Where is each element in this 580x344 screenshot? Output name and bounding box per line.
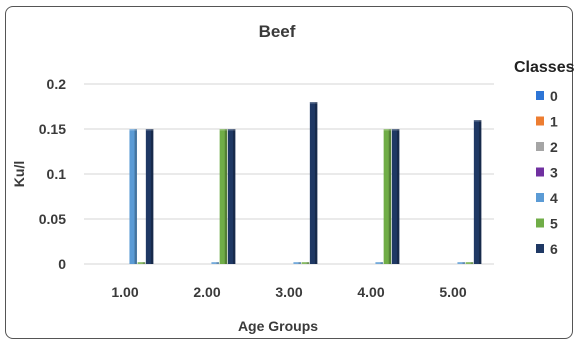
y-tick-label: 0.2 (47, 76, 67, 92)
bar (473, 120, 482, 264)
legend-item: 5 (536, 216, 558, 232)
y-tick-label: 0 (58, 256, 66, 272)
legend-item: 3 (536, 165, 558, 181)
y-axis-label: Ku/l (11, 161, 27, 187)
bar (465, 262, 474, 264)
legend-item: 0 (536, 88, 558, 104)
bar-layer (129, 102, 482, 264)
chart-title: Beef (259, 22, 296, 41)
x-tick-label: 5.00 (439, 284, 466, 300)
svg-text:2: 2 (550, 139, 558, 155)
bar (137, 262, 146, 264)
svg-text:5: 5 (550, 216, 558, 232)
tick-layer: 0 0.05 0.1 0.15 0.2 1.00 2.00 3.00 4.00 5.00 (39, 76, 467, 300)
bar (129, 129, 137, 264)
grid-layer (84, 83, 494, 265)
x-tick-label: 2.00 (193, 284, 220, 300)
bar (301, 262, 310, 264)
svg-text:6: 6 (550, 241, 558, 257)
y-tick-label: 0.15 (39, 121, 66, 137)
bar (227, 129, 236, 264)
legend: 0 1 2 3 4 5 6 (536, 88, 558, 257)
svg-text:3: 3 (550, 165, 558, 181)
bar (145, 129, 154, 264)
legend-item: 4 (536, 190, 558, 206)
bar (383, 129, 392, 264)
x-axis-label: Age Groups (238, 318, 318, 334)
x-tick-label: 1.00 (111, 284, 138, 300)
bar (211, 262, 219, 264)
bar (375, 262, 383, 264)
legend-item: 1 (536, 114, 558, 130)
legend-item: 6 (536, 241, 558, 257)
y-tick-label: 0.1 (47, 166, 67, 182)
bar (309, 102, 318, 264)
bar (457, 262, 465, 264)
x-tick-label: 4.00 (357, 284, 384, 300)
svg-text:0: 0 (550, 88, 558, 104)
y-tick-label: 0.05 (39, 211, 66, 227)
svg-text:1: 1 (550, 114, 558, 130)
legend-item: 2 (536, 139, 558, 155)
bar (219, 129, 228, 264)
svg-text:4: 4 (550, 190, 558, 206)
x-tick-label: 3.00 (275, 284, 302, 300)
legend-title: Classes (514, 59, 575, 76)
bar (293, 262, 301, 264)
bar (391, 129, 400, 264)
